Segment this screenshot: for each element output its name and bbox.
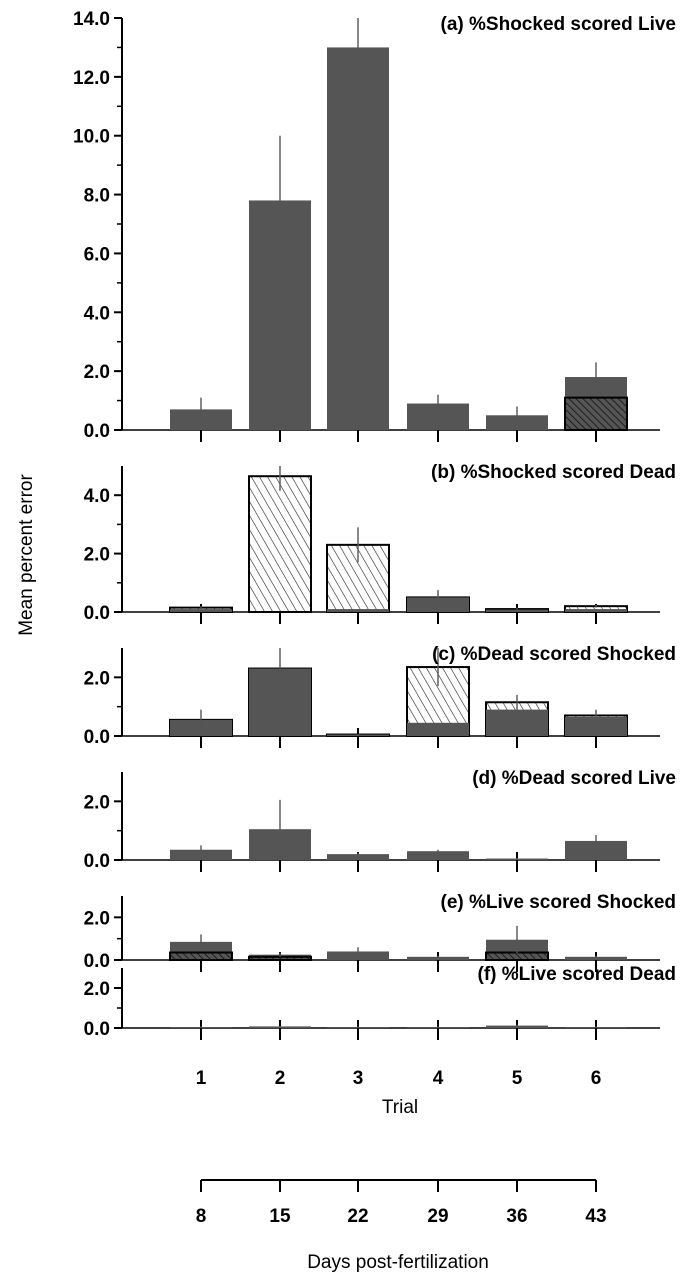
- y-tick-label: 8.0: [84, 186, 110, 207]
- bar: [407, 956, 469, 960]
- y-tick-label: 2.0: [84, 668, 110, 689]
- y-tick-label: 0.0: [84, 421, 110, 442]
- trial-tick-label: 6: [591, 1068, 602, 1089]
- bar: [248, 955, 312, 961]
- panel-b: 0.0 2.0 4.0 (b) %Shocked scored Dead: [84, 462, 676, 624]
- panel-title: (b) %Shocked scored Dead: [431, 462, 676, 483]
- y-tick-label: 0.0: [84, 727, 110, 748]
- days-tick-label: 8: [196, 1206, 207, 1227]
- panel-title: (c) %Dead scored Shocked: [432, 644, 676, 665]
- bar: [327, 854, 389, 860]
- bar: [327, 609, 389, 612]
- panel-title: (e) %Live scored Shocked: [441, 892, 676, 913]
- y-tick-label: 6.0: [84, 244, 110, 265]
- bar: [565, 840, 627, 860]
- bar: [565, 716, 627, 736]
- bar: [170, 849, 232, 860]
- y-tick-label: 2.0: [84, 792, 110, 813]
- panel-a: 0.0 2.0 4.0 6.0 8.0 10.0 12.0 14.0 (a) %Shocked …: [73, 9, 676, 442]
- y-tick-label: 12.0: [73, 68, 110, 89]
- y-tick-label: 2.0: [84, 979, 110, 1000]
- bar: [564, 396, 628, 431]
- bar: [249, 1026, 311, 1028]
- y-tick-label: 2.0: [84, 362, 110, 383]
- y-tick-label: 0.0: [84, 603, 110, 624]
- y-tick-label: 10.0: [73, 127, 110, 148]
- x2-axis-title: Days post-fertilization: [307, 1252, 489, 1273]
- y-tick-label: 0.0: [84, 851, 110, 872]
- y-tick-label: 14.0: [73, 9, 110, 30]
- panel-f: 0.0 2.0 (f) %Live scored Dead: [84, 964, 676, 1040]
- panel-d: 0.0 2.0 (d) %Dead scored Live: [84, 768, 676, 872]
- bar: [170, 609, 232, 612]
- days-tick-label: 22: [347, 1206, 368, 1227]
- y-tick-label: 4.0: [84, 303, 110, 324]
- days-tick-label: 29: [427, 1206, 448, 1227]
- panel-title: (f) %Live scored Dead: [478, 964, 677, 985]
- y-tick-label: 0.0: [84, 951, 110, 972]
- bar: [248, 475, 312, 613]
- bar: [407, 1027, 469, 1028]
- bar: [327, 47, 389, 431]
- bar: [485, 951, 549, 961]
- trial-tick-label: 5: [512, 1068, 523, 1089]
- panel-e: 0.0 2.0 (e) %Live scored Shocked: [84, 892, 676, 972]
- bar: [486, 1025, 548, 1028]
- bar: [486, 858, 548, 860]
- bar: [327, 1027, 389, 1028]
- bar: [486, 709, 548, 736]
- bar: [169, 951, 233, 961]
- days-tick-label: 15: [269, 1206, 291, 1227]
- trial-tick-label: 3: [353, 1068, 364, 1089]
- bar: [565, 1027, 627, 1028]
- y-axis-title: Mean percent error: [16, 474, 37, 636]
- y-tick-label: 0.0: [84, 1019, 110, 1040]
- x-axis-title: Trial: [382, 1097, 418, 1118]
- y-tick-label: 2.0: [84, 908, 110, 929]
- panel-title: (a) %Shocked scored Live: [441, 14, 676, 35]
- panels-layer: 0.0 2.0 4.0 6.0 8.0 10.0 12.0 14.0 (a) %Shocked …: [73, 9, 676, 1040]
- bar: [407, 851, 469, 860]
- bar: [327, 734, 389, 736]
- trial-tick-label: 1: [196, 1068, 207, 1089]
- trial-tick-label: 2: [275, 1068, 286, 1089]
- days-tick-label: 43: [585, 1206, 606, 1227]
- panel-title: (d) %Dead scored Live: [472, 768, 676, 789]
- bar: [486, 609, 548, 612]
- y-tick-label: 4.0: [84, 486, 110, 507]
- panel-c: 0.0 2.0 (c) %Dead scored Shocked: [84, 644, 676, 748]
- trial-tick-label: 4: [433, 1068, 444, 1089]
- days-tick-label: 36: [506, 1206, 527, 1227]
- bar: [407, 722, 469, 736]
- bar: [565, 956, 627, 960]
- bottom-axes: Trial Days post-fertilization Mean perce…: [16, 474, 607, 1273]
- bar: [170, 1027, 232, 1028]
- y-tick-label: 2.0: [84, 545, 110, 566]
- bar: [565, 609, 627, 612]
